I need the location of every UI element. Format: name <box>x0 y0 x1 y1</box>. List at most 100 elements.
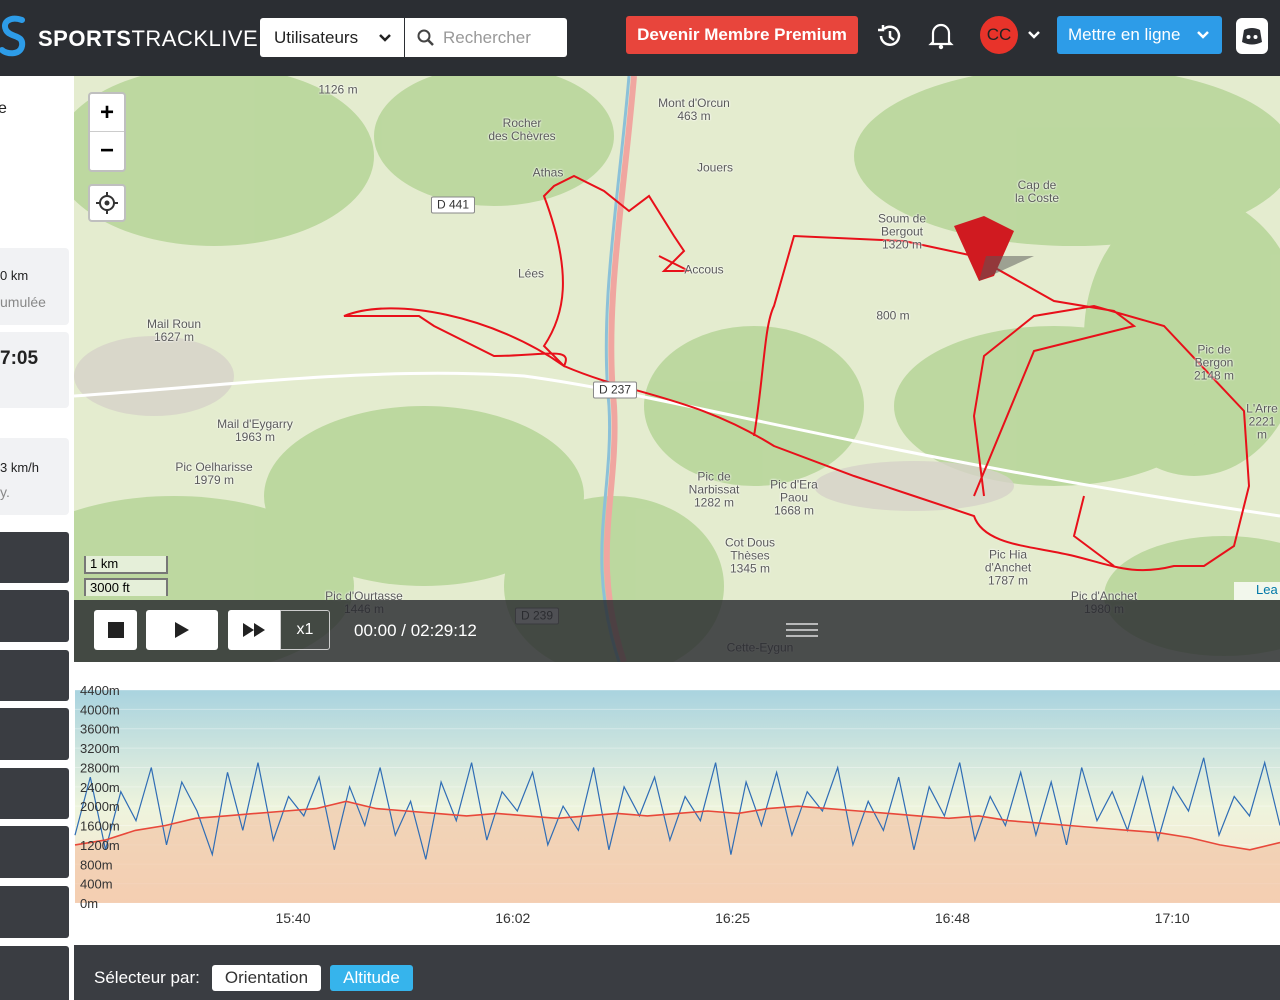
y-tick-label: 3200m <box>80 741 120 756</box>
chevron <box>1197 31 1209 39</box>
stat-value: 7:05 <box>0 348 39 369</box>
place-label: 1126 m <box>318 82 358 97</box>
avatar-text: CC <box>986 25 1012 44</box>
stop-icon <box>107 622 124 638</box>
map-tiles <box>74 76 1280 662</box>
x-tick-label: 16:48 <box>935 910 970 926</box>
locate-icon <box>96 192 118 214</box>
discord-icon[interactable] <box>1236 18 1270 56</box>
place-label: Athas <box>532 165 564 180</box>
play-icon <box>175 622 189 638</box>
avatar[interactable]: CC <box>980 16 1018 54</box>
bottom-bar: Sélecteur par: Orientation Altitude <box>74 945 1280 1000</box>
zoom-in-text: + <box>99 98 114 126</box>
stop-button[interactable] <box>94 610 137 650</box>
zoom-in[interactable]: + <box>90 94 124 132</box>
menu-item[interactable] <box>0 826 69 878</box>
play-button[interactable] <box>146 610 218 650</box>
sidebar: e 0 km umulée 7:05 3 km/h y. <box>0 76 70 1000</box>
place-label: Pic d'Era Paou 1668 m <box>770 477 818 518</box>
y-tick-label: 2800m <box>80 760 120 775</box>
zoom-control: + − <box>88 92 126 172</box>
y-tick-label: 3600m <box>80 722 120 737</box>
y-tick-label: 2400m <box>80 780 120 795</box>
place-label: Pic Oelharisse 1979 m <box>175 460 253 487</box>
premium-text: Devenir Membre Premium <box>637 25 847 44</box>
search-icon <box>417 29 434 46</box>
scale-imperial: 3000 ft <box>84 578 168 596</box>
y-tick-label: 4000m <box>80 702 120 717</box>
sidebar-fragment: e <box>0 100 7 117</box>
notifications-icon[interactable] <box>928 21 954 51</box>
stat-card: 0 km umulée <box>0 248 69 325</box>
attribution[interactable]: Lea <box>1234 582 1280 600</box>
menu-item[interactable] <box>0 532 69 583</box>
premium-button[interactable]: Devenir Membre Premium <box>626 16 858 54</box>
menu-item[interactable] <box>0 886 69 938</box>
place-label: Accous <box>684 262 724 277</box>
road-label: D 441 <box>430 196 476 214</box>
zoom-out[interactable]: − <box>90 132 124 170</box>
option-text: Altitude <box>343 968 400 987</box>
logo-bold: SPORTS <box>38 26 132 51</box>
logo-icon <box>0 15 26 57</box>
search-placeholder: Rechercher <box>443 27 531 47</box>
menu-item[interactable] <box>0 708 69 760</box>
user-select-text: Utilisateurs <box>274 27 359 47</box>
y-tick-label: 2000m <box>80 799 120 814</box>
road-label: D 237 <box>592 381 638 399</box>
y-tick-label: 400m <box>80 877 113 892</box>
place-label: Pic Hia d'Anchet 1787 m <box>984 547 1032 588</box>
place-label: L'Arre 2221 m <box>1246 401 1278 442</box>
logo-text[interactable]: SPORTSTRACKLIVE <box>38 26 258 52</box>
y-tick-label: 4400m <box>80 683 120 698</box>
place-label: Cap de la Coste <box>1014 178 1060 205</box>
logo-light: TRACKLIVE <box>131 26 259 51</box>
x-tick-label: 16:02 <box>495 910 530 926</box>
player-bar: x1 00:00 / 02:29:12 <box>74 600 1280 662</box>
place-label: Soum de Bergout 1320 m <box>877 211 927 252</box>
scale-metric: 1 km <box>84 556 168 574</box>
history-icon[interactable] <box>875 22 905 50</box>
avatar-chevron[interactable] <box>1027 30 1041 40</box>
menu-item[interactable] <box>0 590 69 642</box>
user-select[interactable]: Utilisateurs <box>260 18 404 57</box>
stat-card: 7:05 <box>0 332 69 408</box>
speed-button[interactable]: x1 <box>280 610 330 650</box>
resize-handle[interactable] <box>786 622 818 638</box>
place-label: Mont d'Orcun 463 m <box>658 96 730 123</box>
x-tick-label: 17:10 <box>1155 910 1190 926</box>
upload-text: Mettre en ligne <box>1068 25 1181 44</box>
chevron <box>379 33 391 42</box>
fast-forward-button[interactable] <box>228 610 280 650</box>
speed-text: x1 <box>296 621 314 638</box>
altitude-line <box>74 800 1280 851</box>
place-label: Jouers <box>696 160 734 175</box>
search-input[interactable]: Rechercher <box>405 18 567 57</box>
x-tick-label: 16:25 <box>715 910 750 926</box>
y-tick-label: 800m <box>80 857 113 872</box>
stat-value: 3 km/h <box>0 460 40 475</box>
zoom-out-text: − <box>99 137 114 164</box>
stat-caption: y. <box>0 484 10 500</box>
menu-item[interactable] <box>0 768 69 819</box>
altitude-option[interactable]: Altitude <box>330 965 413 991</box>
place-label: Cot Dous Thèses 1345 m <box>724 535 776 576</box>
menu-item[interactable] <box>0 946 69 1000</box>
x-tick-label: 15:40 <box>275 910 310 926</box>
orientation-option[interactable]: Orientation <box>212 965 321 991</box>
place-label: Mail Roun 1627 m <box>146 317 202 344</box>
menu-item[interactable] <box>0 650 69 701</box>
map[interactable]: 1126 m Rocher des Chèvres Athas D 441 Lées Mo… <box>74 76 1280 662</box>
place-label: Pic de Bergon 2148 m <box>1193 342 1235 383</box>
stat-caption: umulée <box>0 294 46 310</box>
upload-button[interactable]: Mettre en ligne <box>1057 16 1222 54</box>
playback-time: 00:00 / 02:29:12 <box>354 621 477 640</box>
orientation-line <box>74 757 1280 860</box>
top-navigation: SPORTSTRACKLIVE Utilisateurs Rechercher … <box>0 0 1280 76</box>
locate-button[interactable] <box>88 184 126 222</box>
option-text: Orientation <box>224 968 309 987</box>
place-label: Pic de Narbissat 1282 m <box>688 469 740 510</box>
